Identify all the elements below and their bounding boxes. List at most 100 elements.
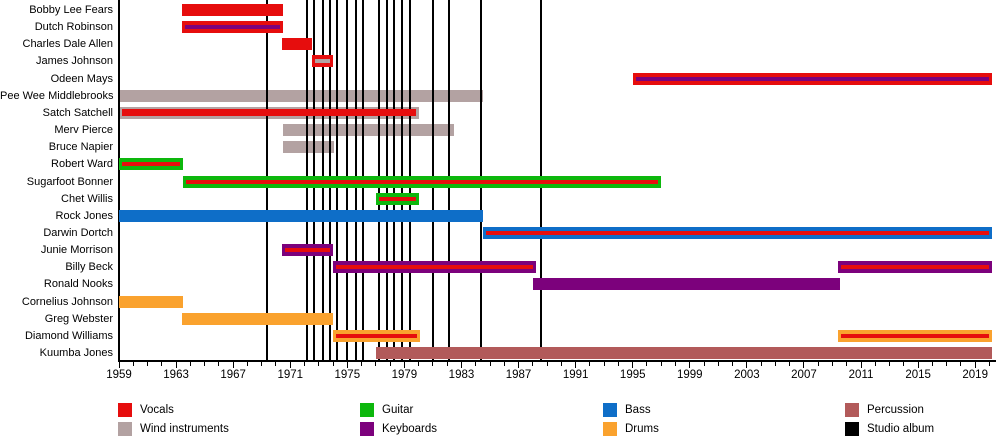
- legend-label: Studio album: [867, 423, 935, 435]
- member-label: Billy Beck: [65, 261, 113, 274]
- y-axis-line: [118, 0, 120, 362]
- axis-major-tick: [917, 362, 919, 368]
- member-label: James Johnson: [35, 55, 113, 68]
- timeline-bar-stripe-wind: [314, 59, 331, 64]
- member-label: Dutch Robinson: [34, 21, 113, 34]
- axis-minor-tick: [817, 362, 819, 366]
- axis-major-tick: [632, 362, 634, 368]
- axis-minor-tick: [889, 362, 891, 366]
- axis-year-label: 1959: [106, 369, 132, 381]
- member-label: Bruce Napier: [48, 141, 113, 154]
- axis-minor-tick: [675, 362, 677, 366]
- axis-minor-tick: [732, 362, 734, 366]
- axis-minor-tick: [332, 362, 334, 366]
- axis-minor-tick: [261, 362, 263, 366]
- timeline-bar-stripe-vocals: [378, 196, 416, 201]
- legend-swatch-keyboards: [360, 422, 374, 436]
- legend-swatch-guitar: [360, 403, 374, 417]
- axis-minor-tick: [446, 362, 448, 366]
- axis-minor-tick: [789, 362, 791, 366]
- axis-minor-tick: [375, 362, 377, 366]
- axis-year-label: 1983: [448, 369, 475, 381]
- axis-minor-tick: [774, 362, 776, 366]
- axis-minor-tick: [988, 362, 990, 366]
- axis-major-tick: [289, 362, 291, 368]
- legend-label: Drums: [625, 423, 659, 435]
- axis-minor-tick: [204, 362, 206, 366]
- axis-major-tick: [118, 362, 120, 368]
- timeline-bar-keyboards: [532, 278, 840, 291]
- axis-major-tick: [460, 362, 462, 368]
- axis-major-tick: [746, 362, 748, 368]
- member-label: Kuumba Jones: [39, 347, 113, 359]
- member-label: Ronald Nooks: [43, 278, 113, 291]
- x-axis-line: [118, 360, 997, 362]
- axis-year-label: 1999: [677, 369, 703, 381]
- legend-label: Guitar: [382, 404, 414, 416]
- timeline-bar-stripe-keyboards: [635, 76, 990, 81]
- member-label: Pee Wee Middlebrooks: [0, 89, 114, 102]
- axis-minor-tick: [703, 362, 705, 366]
- axis-minor-tick: [246, 362, 248, 366]
- timeline-bar-wind: [119, 89, 483, 102]
- legend-swatch-wind: [118, 422, 132, 436]
- member-label: Diamond Williams: [24, 329, 113, 342]
- member-label: Bobby Lee Fears: [29, 4, 113, 16]
- axis-year-label: 1987: [505, 369, 532, 381]
- axis-year-label: 2019: [962, 369, 988, 381]
- axis-minor-tick: [189, 362, 191, 366]
- member-label: Charles Dale Allen: [22, 38, 114, 51]
- axis-minor-tick: [874, 362, 876, 366]
- axis-minor-tick: [560, 362, 562, 366]
- timeline-bar-bass: [119, 209, 483, 222]
- axis-year-label: 1963: [163, 369, 189, 381]
- timeline-bar-drums: [181, 312, 334, 325]
- timeline-bar-drums: [119, 295, 184, 308]
- timeline-bar-wind: [283, 141, 335, 154]
- axis-minor-tick: [646, 362, 648, 366]
- axis-minor-tick: [132, 362, 134, 366]
- axis-minor-tick: [617, 362, 619, 366]
- member-label: Sugarfoot Bonner: [26, 175, 113, 188]
- axis-minor-tick: [147, 362, 149, 366]
- axis-major-tick: [232, 362, 234, 368]
- axis-minor-tick: [846, 362, 848, 366]
- member-label: Robert Ward: [51, 158, 113, 171]
- timeline-bar-stripe-vocals: [186, 179, 659, 184]
- axis-minor-tick: [546, 362, 548, 366]
- axis-major-tick: [518, 362, 520, 368]
- legend-label: Vocals: [140, 404, 174, 416]
- axis-minor-tick: [318, 362, 320, 366]
- timeline-bar-stripe-vocals: [485, 230, 990, 235]
- member-label: Rock Jones: [55, 209, 113, 222]
- timeline-bar-vocals: [281, 38, 312, 51]
- axis-major-tick: [403, 362, 405, 368]
- legend-swatch-drums: [603, 422, 617, 436]
- axis-year-label: 1971: [277, 369, 304, 381]
- axis-minor-tick: [418, 362, 420, 366]
- axis-minor-tick: [503, 362, 505, 366]
- axis-minor-tick: [389, 362, 391, 366]
- axis-year-label: 1979: [391, 369, 418, 381]
- timeline-bar-stripe-vocals: [336, 333, 418, 338]
- member-label: Chet Willis: [61, 192, 113, 205]
- axis-minor-tick: [931, 362, 933, 366]
- axis-year-label: 1975: [334, 369, 361, 381]
- member-label: Darwin Dortch: [43, 226, 113, 239]
- legend-swatch-vocals: [118, 403, 132, 417]
- axis-major-tick: [346, 362, 348, 368]
- timeline-bar-stripe-keyboards: [184, 25, 281, 30]
- axis-major-tick: [575, 362, 577, 368]
- axis-year-label: 1967: [220, 369, 246, 381]
- timeline-bar-stripe-vocals: [122, 109, 416, 117]
- timeline-bar-stripe-vocals: [841, 333, 990, 338]
- axis-major-tick: [860, 362, 862, 368]
- member-label: Cornelius Johnson: [21, 295, 113, 308]
- legend-label: Bass: [625, 404, 651, 416]
- axis-minor-tick: [832, 362, 833, 366]
- legend-label: Percussion: [867, 404, 924, 416]
- axis-minor-tick: [161, 362, 163, 366]
- member-label: Satch Satchell: [42, 106, 113, 119]
- timeline-bar-stripe-vocals: [122, 162, 181, 167]
